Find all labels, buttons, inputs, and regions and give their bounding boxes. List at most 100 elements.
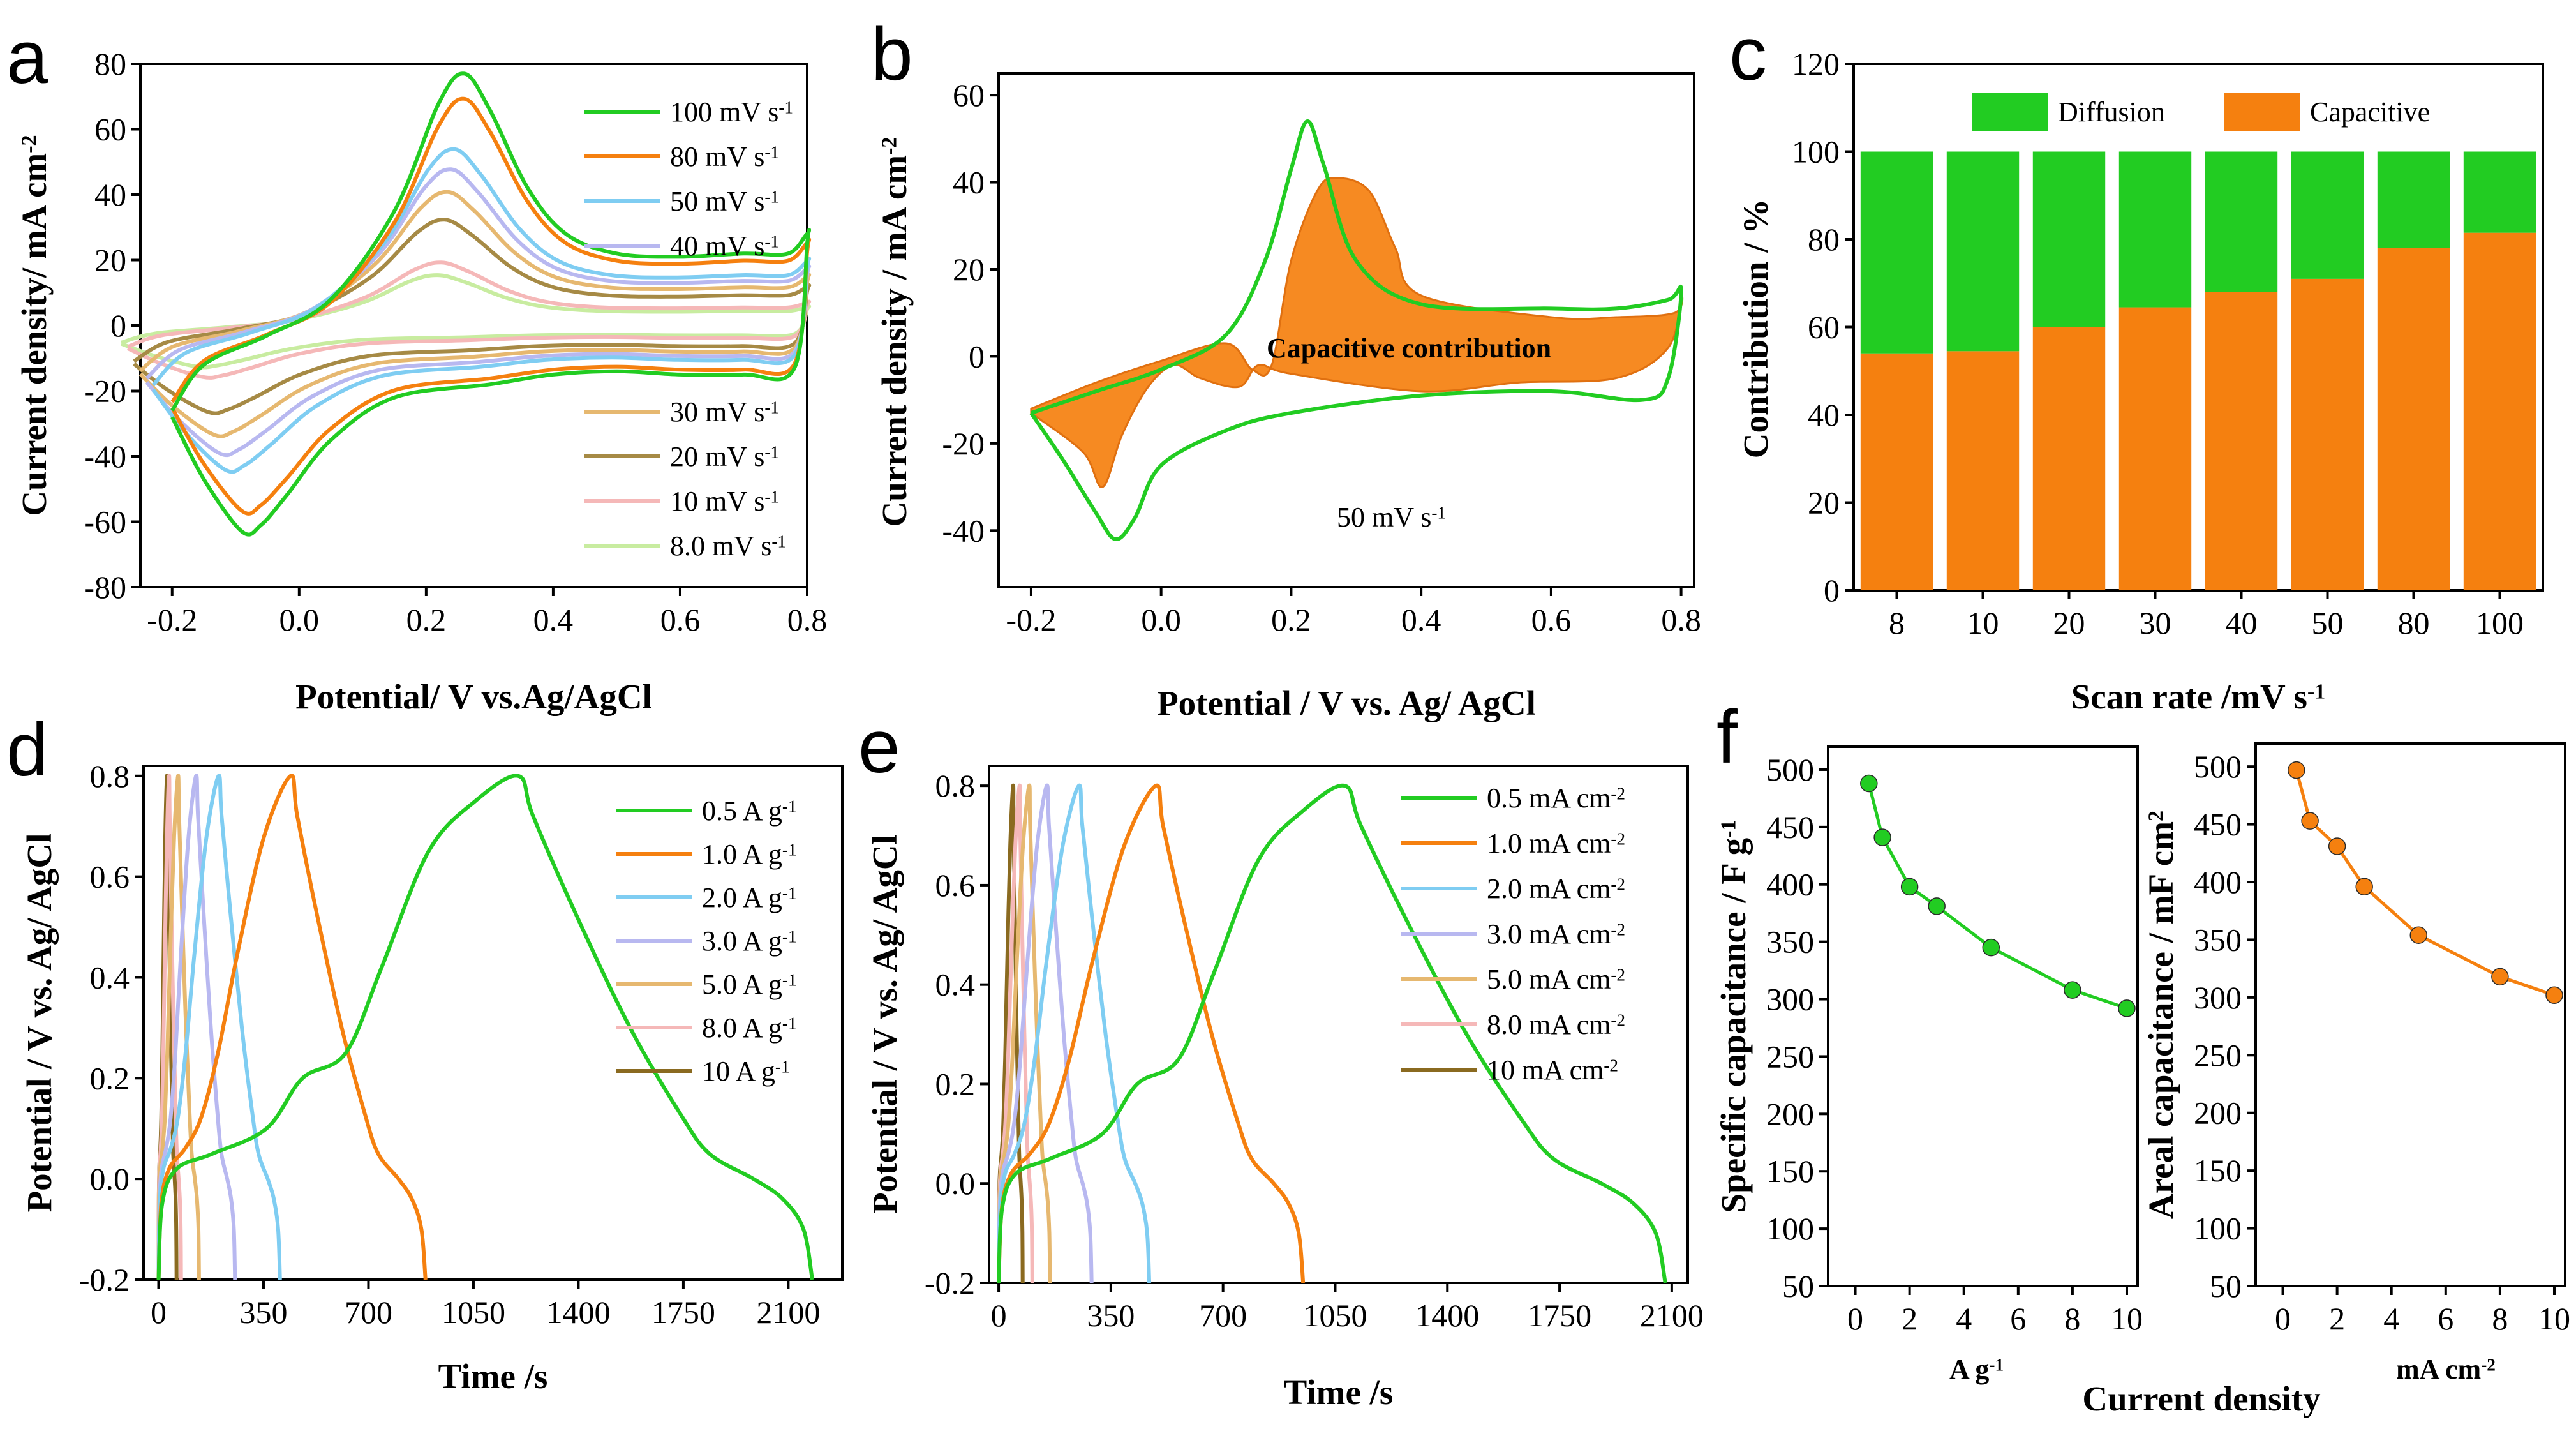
panel-e-legend-label: 0.5 mA cm-2 xyxy=(1487,782,1625,814)
panel-c-xtick-label: 30 xyxy=(2140,605,2171,641)
panel-e-ytick-label: -0.2 xyxy=(925,1265,975,1301)
panel-a-xtick-label: 0.4 xyxy=(533,602,574,638)
panel-b-ylabel: Current density / mA cm-2 xyxy=(875,137,914,527)
panel-d-xlabel: Time /s xyxy=(438,1357,548,1396)
panel-e-xtick-label: 1750 xyxy=(1528,1298,1591,1333)
panel-b-annotation: Capacitive contribution xyxy=(1267,333,1551,364)
panel-a-legend-label-main: 100 mV s xyxy=(670,96,778,128)
panel-e-legend-label-sup: -2 xyxy=(1611,830,1625,849)
panel-f-left-ytick-label: 200 xyxy=(1766,1096,1814,1132)
panel-f-left-unit-sup: -1 xyxy=(1989,1356,2004,1375)
panel-d: -0.2 0.0 0.2 0.4 0.6 0.8 0 350 700 1050 1400 1750 21… xyxy=(20,758,844,1396)
panel-f-right-xtick-label: 4 xyxy=(2383,1301,2399,1336)
panel-f-right-point xyxy=(2355,878,2373,896)
panel-f-left-xtick-label: 10 xyxy=(2111,1301,2143,1336)
panel-c-ytick-label: 120 xyxy=(1792,46,1840,82)
panel-b-ytick-label: 0 xyxy=(969,338,985,374)
panel-f-left-point xyxy=(1873,828,1891,846)
panel-a-legend-label-sup: -1 xyxy=(764,488,779,507)
panel-e-xlabel: Time /s xyxy=(1284,1373,1394,1412)
panel-f-right-ytick-label: 400 xyxy=(2194,864,2242,900)
panel-a-xlabel: Potential/ V vs.Ag/AgCl xyxy=(295,677,652,716)
panel-d-legend-label-main: 1.0 A g xyxy=(702,839,782,870)
panel-d-ytick-label: 0.8 xyxy=(90,758,130,794)
panel-d-legend-label-sup: -1 xyxy=(782,841,797,860)
panel-b: -40 -20 0 20 40 60 -0.2 0.0 0.2 0.4 0.6 0.8 Current … xyxy=(875,72,1701,722)
panel-f-left-line xyxy=(1867,782,2127,1010)
panel-e-xtick-label: 700 xyxy=(1199,1298,1247,1333)
panel-b-xtick-label: 0.6 xyxy=(1531,602,1572,638)
panel-c-bar-capacitive xyxy=(2377,248,2450,590)
panel-c-bar-diffusion xyxy=(2377,151,2450,248)
panel-a-xtick-label: 0.6 xyxy=(660,602,701,638)
panel-f-left-point xyxy=(1982,938,2000,957)
panel-d-legend-label-sup: -1 xyxy=(782,797,797,816)
panel-e-series-4 xyxy=(997,783,1052,1283)
panel-d-frame xyxy=(142,765,844,1281)
panel-d-ytick-label: 0.4 xyxy=(90,959,130,995)
panel-f-right-xtick-label: 8 xyxy=(2492,1301,2508,1336)
panel-a-ylabel-sup: -2 xyxy=(18,135,41,153)
panel-e-legend-label-main: 3.0 mA cm xyxy=(1487,918,1611,950)
panel-f-right-ylabel-sup: 2 xyxy=(2145,811,2168,821)
panel-d-legend-label-main: 8.0 A g xyxy=(702,1012,782,1044)
panel-d-series-0 xyxy=(156,774,814,1280)
panel-f-left-point xyxy=(1860,774,1878,793)
panel-e-series-3 xyxy=(997,783,1094,1283)
panel-d-legend-label-main: 5.0 A g xyxy=(702,969,782,1000)
panel-c-xtick-label: 8 xyxy=(1889,605,1905,641)
panel-f-left-ytick-label: 300 xyxy=(1766,982,1814,1017)
panel-a-legend-label-sup: -1 xyxy=(764,188,779,207)
panel-a-xtick-label: 0.8 xyxy=(787,602,828,638)
panel-e-xtick-label: 2100 xyxy=(1640,1298,1704,1333)
panel-f-right-ytick-label: 250 xyxy=(2194,1037,2242,1073)
panel-a-ytick-label: -60 xyxy=(84,504,126,540)
panel-a-legend-label-sup: -1 xyxy=(771,532,786,551)
panel-c-ytick-label: 60 xyxy=(1808,310,1840,345)
panel-f-right-ytick-label: 200 xyxy=(2194,1095,2242,1131)
panel-d-legend-label-main: 3.0 A g xyxy=(702,925,782,957)
panel-b-xlabel: Potential / V vs. Ag/ AgCl xyxy=(1157,684,1536,722)
panel-a-ytick-label: -80 xyxy=(84,569,126,605)
panel-a-legend-label-main: 80 mV s xyxy=(670,141,764,172)
panel-b-ylabel-main: Current density / mA cm xyxy=(875,155,914,527)
panel-c-legend-swatch-diffusion xyxy=(1972,93,2048,131)
panel-c-bar-diffusion xyxy=(1860,151,1933,354)
panel-f-left-point xyxy=(1928,897,1946,915)
panel-f-left-ytick-label: 250 xyxy=(1766,1038,1814,1074)
panel-a: -80 -60 -40 -20 0 20 40 60 80 -0.2 0.0 0.2 0.4 0.6 0.8… xyxy=(15,46,827,716)
panel-d-legend-label-sup: -1 xyxy=(775,1058,790,1077)
panel-c-ylabel: Contribution / % xyxy=(1736,199,1775,458)
panel-f-right-ylabel: Areal capacitance / mF cm2 xyxy=(2141,811,2180,1219)
panel-d-legend-label-sup: -1 xyxy=(782,884,797,903)
panel-c-bar-capacitive xyxy=(2032,327,2106,590)
panel-a-ytick-label: 80 xyxy=(94,46,126,82)
panel-c-ytick-label: 40 xyxy=(1808,397,1840,433)
panel-d-legend-label-sup: -1 xyxy=(782,971,797,990)
panel-f-left-ytick-label: 400 xyxy=(1766,867,1814,902)
panel-f-right-ytick-label: 50 xyxy=(2210,1268,2242,1304)
panel-f-left-xtick-label: 4 xyxy=(1956,1301,1972,1336)
panel-c-bar-capacitive xyxy=(2463,232,2536,590)
panel-b-scan-label: 50 mV s-1 xyxy=(1337,502,1446,533)
panel-a-ylabel: Current density/ mA cm-2 xyxy=(15,135,54,516)
panel-d-legend-label: 8.0 A g-1 xyxy=(702,1012,797,1044)
panel-f-right-ytick-label: 450 xyxy=(2194,807,2242,842)
panel-a-legend-label: 40 mV s-1 xyxy=(670,230,779,262)
panel-f-right-point xyxy=(2301,812,2319,830)
panel-a-ytick-label: -20 xyxy=(84,373,126,409)
panel-f-left-ytick-label: 500 xyxy=(1766,752,1814,788)
panel-e-ytick-label: 0.4 xyxy=(935,967,976,1003)
panel-c-xlabel-sup: -1 xyxy=(2307,680,2325,704)
panel-d-legend-label-main: 10 A g xyxy=(702,1056,775,1087)
panel-f-right-ytick-label: 300 xyxy=(2194,980,2242,1015)
panel-f-left: 50 100 150 200 250 300 350 400 450 500 0 2 4 6 8 10 Spec… xyxy=(1714,745,2143,1385)
panel-e-legend-label-sup: -2 xyxy=(1604,1056,1618,1075)
panel-f-left-ytick-label: 350 xyxy=(1766,924,1814,960)
panel-c-bar-capacitive xyxy=(1946,351,2020,590)
panel-f-left-ylabel-main: Specific capacitance / F g xyxy=(1714,838,1753,1213)
panel-f-right-ytick-label: 500 xyxy=(2194,749,2242,784)
panel-f-right-point xyxy=(2545,986,2563,1005)
panel-f-left-point xyxy=(2118,999,2136,1017)
panel-e-frame xyxy=(988,765,1689,1284)
